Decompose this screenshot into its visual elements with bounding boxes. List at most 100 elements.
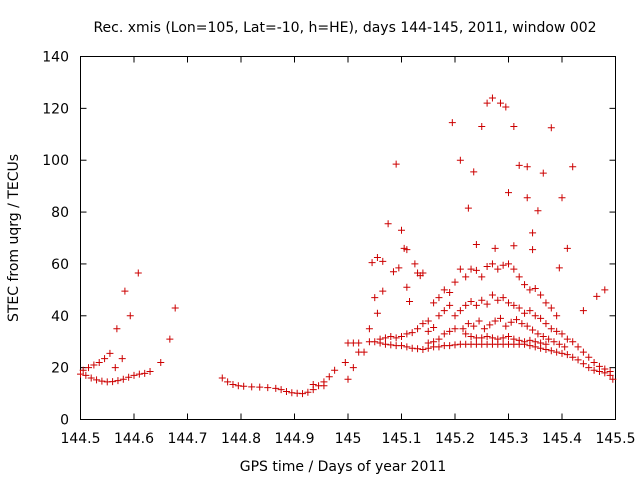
data-point [451, 341, 459, 349]
data-point [472, 301, 480, 309]
data-point [430, 338, 438, 346]
data-point [507, 318, 515, 326]
x-tick-label: 144.7 [167, 431, 207, 447]
data-point [240, 382, 248, 390]
x-tick-label: 145.1 [381, 431, 421, 447]
data-point [515, 304, 523, 312]
data-point [446, 288, 454, 296]
data-point [130, 371, 138, 379]
data-point [537, 339, 545, 347]
data-point [563, 351, 571, 359]
data-point [462, 330, 470, 338]
data-point [467, 298, 475, 306]
data-point [299, 390, 307, 398]
data-point [87, 374, 95, 382]
data-point [475, 317, 483, 325]
data-point [483, 263, 491, 271]
data-point [553, 327, 561, 335]
data-point [446, 327, 454, 335]
data-point [547, 325, 555, 333]
data-point [518, 320, 526, 328]
data-point [499, 294, 507, 302]
data-point [119, 375, 127, 383]
data-point [373, 309, 381, 317]
data-point [111, 364, 119, 372]
data-point [446, 301, 454, 309]
data-point [523, 163, 531, 171]
data-point [264, 384, 272, 392]
data-point [505, 260, 512, 268]
data-point [90, 361, 98, 369]
data-point [435, 294, 443, 302]
data-point [344, 375, 352, 383]
data-point [408, 329, 416, 337]
data-point [373, 253, 381, 261]
data-point [510, 123, 518, 131]
data-point [464, 204, 472, 212]
data-point [408, 344, 416, 352]
data-point [419, 320, 427, 328]
data-point [569, 163, 577, 171]
data-point [341, 358, 349, 366]
data-point [435, 335, 443, 343]
data-point [545, 335, 553, 343]
data-point [563, 244, 571, 252]
y-tick-label: 20 [51, 361, 69, 377]
data-point [510, 265, 518, 273]
x-axis-label: GPS time / Days of year 2011 [240, 459, 447, 475]
data-point [494, 265, 502, 273]
data-point [488, 334, 496, 342]
data-point [480, 325, 488, 333]
axis-ticks [80, 56, 616, 420]
data-point [470, 322, 478, 330]
data-point [505, 333, 512, 341]
data-point [523, 322, 531, 330]
data-point [523, 194, 531, 202]
data-point [470, 168, 478, 176]
data-point [502, 103, 510, 111]
data-point [539, 333, 547, 341]
x-tick-label: 144.9 [274, 431, 314, 447]
axis-tick-labels: 144.5 144.6 144.7 144.8 144.9 145 145.1 145.2 14… [42, 50, 635, 448]
data-point [456, 307, 464, 315]
data-point [456, 156, 464, 164]
data-point [510, 335, 518, 343]
data-point [320, 382, 328, 390]
data-point [113, 325, 121, 333]
data-point [483, 300, 491, 308]
data-point [218, 374, 226, 382]
data-point [430, 323, 438, 331]
data-point [537, 314, 545, 322]
data-point [569, 338, 577, 346]
data-point [125, 373, 133, 381]
data-point [467, 265, 475, 273]
data-point [248, 383, 256, 391]
data-point [483, 99, 491, 107]
data-point [491, 244, 499, 252]
data-point [79, 366, 87, 374]
data-point [531, 338, 539, 346]
data-point [272, 384, 280, 392]
data-point [121, 287, 129, 295]
data-point [424, 339, 432, 347]
data-point [499, 261, 507, 269]
data-point [553, 312, 561, 320]
data-point [256, 383, 264, 391]
data-point [486, 321, 494, 329]
data-point [157, 358, 165, 366]
data-point [585, 353, 593, 361]
data-point [510, 242, 518, 250]
data-point [499, 334, 507, 342]
data-point [166, 335, 174, 343]
x-tick-label: 144.6 [114, 431, 154, 447]
x-tick-label: 145.4 [542, 431, 582, 447]
data-point [510, 301, 518, 309]
data-point [521, 338, 529, 346]
data-point [403, 246, 411, 254]
data-point [513, 316, 521, 324]
data-point [384, 220, 392, 228]
data-point [440, 286, 448, 294]
data-point [502, 322, 510, 330]
data-point [304, 388, 312, 396]
y-tick-label: 140 [42, 50, 69, 66]
